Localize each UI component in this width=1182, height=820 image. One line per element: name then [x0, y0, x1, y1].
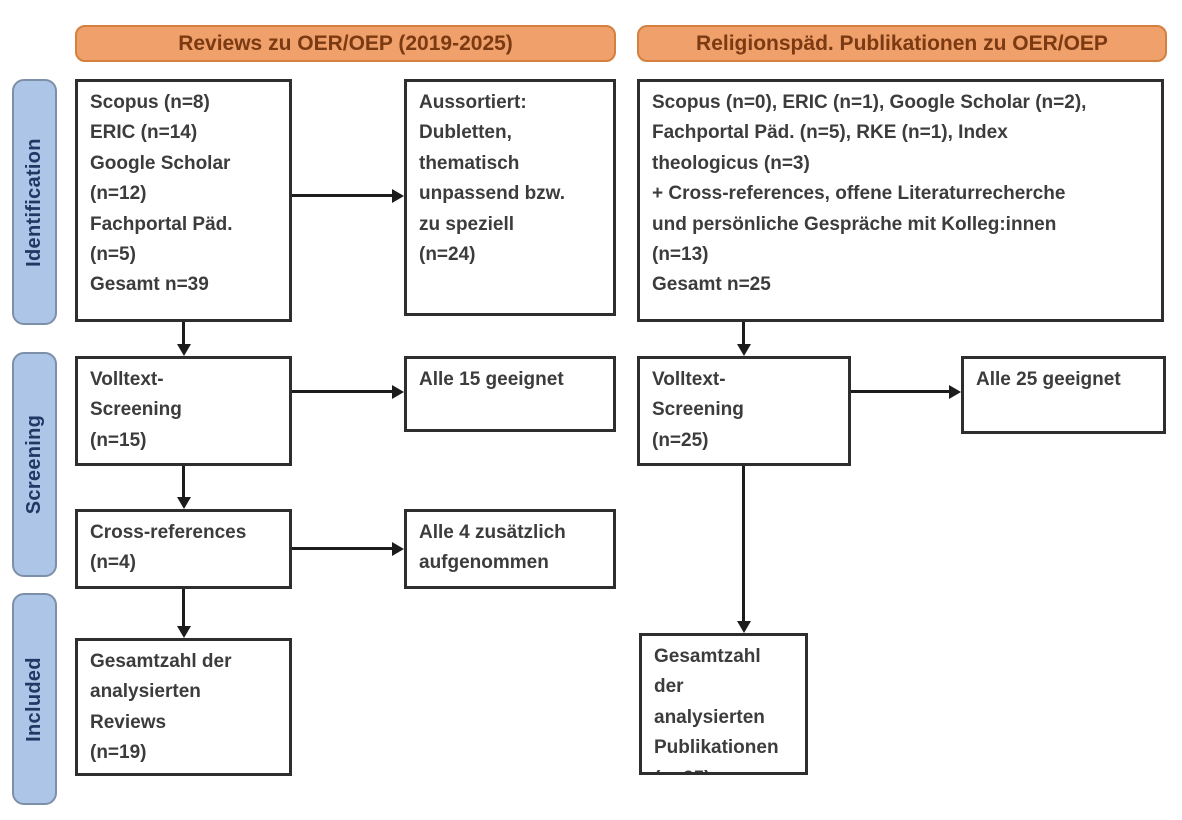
box-right-included-total: Gesamtzahl der analysierten Publikatione…	[639, 633, 808, 775]
phase-label-screening-text: Screening	[23, 414, 45, 515]
box-right-sources: Scopus (n=0), ERIC (n=1), Google Scholar…	[637, 79, 1164, 322]
box-left-included-total: Gesamtzahl der analysierten Reviews (n=1…	[75, 638, 292, 776]
box-left-cross-references-result: Alle 4 zusätzlich aufgenommen	[404, 509, 616, 589]
column-header-religionspaed: Religionspäd. Publikationen zu OER/OEP	[637, 25, 1167, 62]
arrow-right-fulltext-to-included	[737, 466, 751, 633]
column-header-reviews: Reviews zu OER/OEP (2019-2025)	[75, 25, 616, 62]
box-right-fulltext-screening: Volltext- Screening (n=25)	[637, 356, 851, 466]
arrow-left-fulltext-to-crossref	[177, 466, 191, 509]
box-right-fulltext-result: Alle 25 geeignet	[961, 356, 1166, 434]
arrow-left-fulltext-to-result	[292, 385, 404, 399]
phase-label-identification: Identification	[12, 79, 57, 325]
box-left-sorted-out: Aussortiert: Dubletten, thematisch unpas…	[404, 79, 616, 316]
arrow-left-sources-to-fulltext	[177, 322, 191, 356]
phase-label-included-text: Included	[23, 656, 46, 742]
arrow-right-sources-to-fulltext	[737, 322, 751, 356]
box-left-fulltext-result: Alle 15 geeignet	[404, 356, 616, 432]
box-left-fulltext-screening: Volltext- Screening (n=15)	[75, 356, 292, 466]
arrow-right-fulltext-to-result	[851, 385, 961, 399]
arrow-left-crossref-to-included	[177, 589, 191, 638]
phase-label-included: Included	[12, 593, 57, 805]
phase-label-screening: Screening	[12, 352, 57, 577]
box-left-cross-references: Cross-references (n=4)	[75, 509, 292, 589]
phase-label-identification-text: Identification	[23, 137, 45, 267]
box-left-sources: Scopus (n=8) ERIC (n=14) Google Scholar …	[75, 79, 292, 322]
arrow-left-crossref-to-result	[292, 542, 404, 556]
arrow-left-sources-to-sorted-out	[292, 189, 404, 203]
